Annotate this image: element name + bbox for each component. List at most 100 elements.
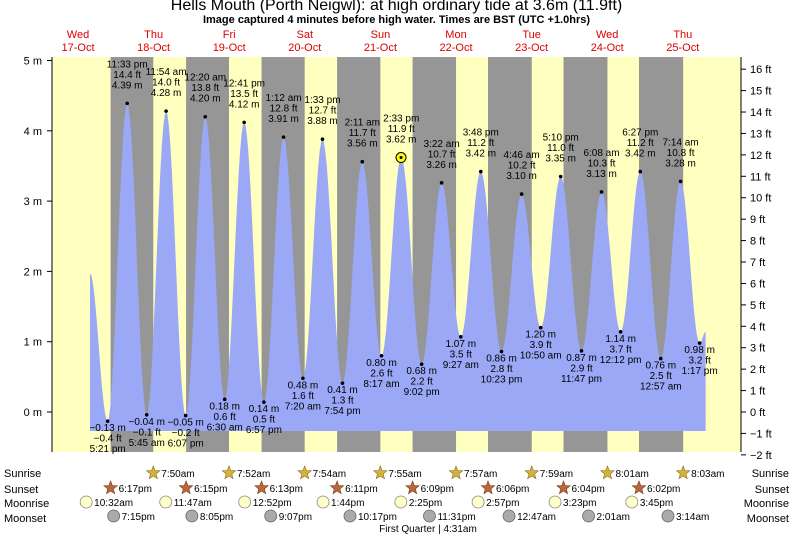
high-tide-label: 10.8 ft xyxy=(667,148,695,159)
high-tide-label: 11.0 ft xyxy=(547,143,574,154)
high-tide-label: 11.2 ft xyxy=(467,138,494,149)
low-tide-label: 3.2 ft xyxy=(689,356,711,367)
astro-rows: Sunrise Sunrise Sunset Sunset Moonrise Moonri… xyxy=(4,465,789,535)
moonrise-time: 3:23pm xyxy=(563,498,596,509)
tide-point xyxy=(301,376,305,381)
low-tide-label: 0.80 m xyxy=(366,358,397,369)
moonrise-icon xyxy=(79,495,93,509)
chart-title: Hells Mouth (Porth Neigwl): at high ordi… xyxy=(170,0,623,14)
tide-point xyxy=(419,362,424,366)
low-tide-label: 0.48 m xyxy=(288,380,319,391)
low-tide-label: 7:20 am xyxy=(285,401,321,412)
right-tick-label: 14 ft xyxy=(750,107,771,119)
high-tide-label: 10.3 ft xyxy=(588,158,616,169)
high-tide-label: 4:46 am xyxy=(504,150,540,161)
high-tide-label: 3.42 m xyxy=(465,149,496,160)
sunrise-icon xyxy=(297,465,313,480)
sunrise-row-label-right: Sunrise xyxy=(752,468,789,480)
date-label: 22-Oct xyxy=(439,42,472,54)
low-tide-label: 1.07 m xyxy=(445,339,476,350)
moonrise-icon xyxy=(394,495,408,509)
axes: 5 m 4 m 3 m 2 m 1 m 0 m 16 ft 15 ft 14 ft 13 ft 12… xyxy=(24,56,772,462)
high-tide-label: 3.26 m xyxy=(426,160,457,171)
moonrise-icon xyxy=(159,495,173,509)
low-tide-label: 2.8 ft xyxy=(490,364,512,375)
high-tide-label: 12.7 ft xyxy=(309,106,337,117)
low-tide-label: 6:57 pm xyxy=(246,425,282,436)
tide-point xyxy=(222,397,227,402)
tide-point xyxy=(281,135,286,139)
sunset-time: 6:13pm xyxy=(270,484,303,495)
high-tide-label: 4.20 m xyxy=(190,94,221,105)
moonset-icon xyxy=(582,509,595,523)
tide-point xyxy=(262,400,266,404)
high-tide-label: 11.9 ft xyxy=(388,124,415,135)
low-tide-label: 7:54 pm xyxy=(324,406,360,417)
right-tick-label: 10 ft xyxy=(750,193,771,205)
right-tick-label: 5 ft xyxy=(750,300,765,312)
tide-point xyxy=(558,174,563,179)
day-labels: Wed17-OctThu18-OctFri19-OctSat20-OctSun2… xyxy=(61,29,699,54)
moonset-row-label-right: Moonset xyxy=(747,513,789,525)
low-tide-label: 0.14 m xyxy=(249,404,280,415)
tide-point xyxy=(360,159,365,164)
high-tide-label: 12:41 pm xyxy=(223,78,265,89)
right-tick-label: 3 ft xyxy=(750,343,765,355)
high-tide-label: 4.28 m xyxy=(151,88,182,99)
tide-point xyxy=(618,330,623,334)
tide-point xyxy=(478,169,483,174)
day-of-week-label: Fri xyxy=(223,29,236,41)
moonset-time: 11:31pm xyxy=(437,512,475,523)
tide-area xyxy=(90,101,706,431)
moonset-time: 7:15pm xyxy=(122,512,155,523)
sunrise-icon xyxy=(599,465,615,480)
tide-point xyxy=(458,334,463,339)
sunrise-row-label-left: Sunrise xyxy=(4,468,41,480)
moonrise-time: 10:32am xyxy=(94,498,133,509)
tide-point xyxy=(183,413,188,418)
moonset-time: 8:05pm xyxy=(200,512,233,523)
day-of-week-label: Wed xyxy=(67,29,89,41)
high-tide-label: 3.10 m xyxy=(506,171,537,182)
tide-point xyxy=(599,190,604,194)
tide-point xyxy=(379,353,384,358)
moonrise-row-label-right: Moonrise xyxy=(744,498,789,510)
tide-point xyxy=(242,120,246,125)
high-tide-label: 13.8 ft xyxy=(191,83,219,94)
sunrise-time: 7:50am xyxy=(161,469,194,480)
right-tick-label: 2 ft xyxy=(750,364,765,376)
moonset-icon xyxy=(107,509,121,523)
right-tick-label: 1 ft xyxy=(750,386,765,398)
high-tide-label: 11.7 ft xyxy=(349,128,376,139)
tide-point xyxy=(678,179,683,184)
left-tick-label: 1 m xyxy=(24,337,42,349)
low-tide-label: 3.9 ft xyxy=(530,340,552,351)
tide-point xyxy=(538,325,543,330)
high-tide-label: 3.42 m xyxy=(625,149,656,160)
sunset-time: 6:02pm xyxy=(647,484,680,495)
date-label: 25-Oct xyxy=(666,42,699,54)
high-tide-label: 12.8 ft xyxy=(270,104,298,115)
left-tick-label: 2 m xyxy=(24,266,42,278)
right-tick-label: 9 ft xyxy=(750,214,765,226)
low-tide-label: 5:21 pm xyxy=(90,444,126,455)
high-tide-label: 3.62 m xyxy=(386,135,417,146)
high-tide-label: 2:11 am xyxy=(345,118,380,129)
sunrise-icon xyxy=(372,465,388,480)
sunset-icon xyxy=(103,480,119,495)
moonset-row-label-left: Moonset xyxy=(4,513,46,525)
high-tide-label: 2:33 pm xyxy=(383,114,419,125)
right-tick-label: 13 ft xyxy=(750,128,771,140)
low-tide-label: 2.9 ft xyxy=(570,363,592,374)
high-tide-label: 3.56 m xyxy=(347,139,378,150)
moonrise-time: 2:57pm xyxy=(486,498,519,509)
moonrise-time: 1:44pm xyxy=(331,498,364,509)
sunset-time: 6:15pm xyxy=(194,484,227,495)
right-tick-label: 8 ft xyxy=(750,236,765,248)
right-tick-label: 6 ft xyxy=(750,278,765,290)
moonrise-time: 11:47am xyxy=(174,498,212,509)
sunrise-icon xyxy=(448,465,464,480)
date-label: 23-Oct xyxy=(515,42,548,54)
left-tick-label: 0 m xyxy=(24,407,42,419)
